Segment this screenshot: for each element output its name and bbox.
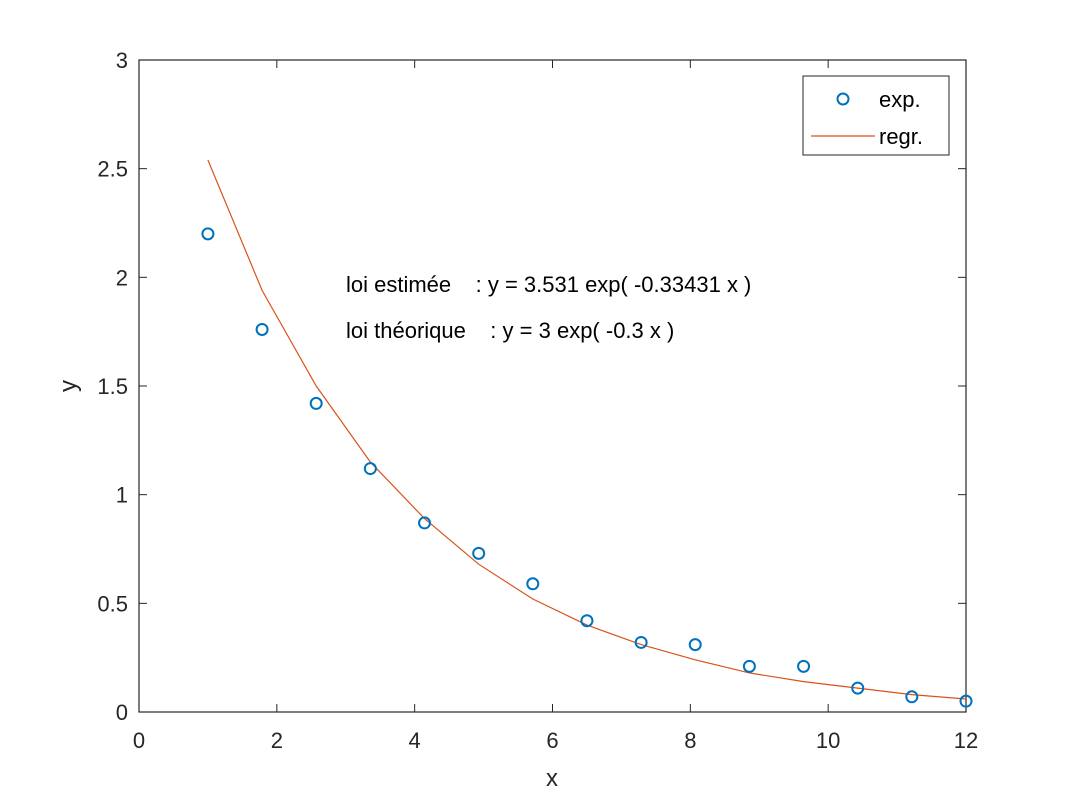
data-point-marker	[688, 638, 702, 652]
y-tick-label: 3	[116, 48, 128, 73]
plot-area: 0 2 4 6 8 10 12 0 0.5 1 1.5 2 2.5 3	[97, 48, 978, 753]
y-tick-label: 1	[116, 483, 128, 508]
x-tick-label: 4	[409, 728, 421, 753]
data-point-marker	[255, 322, 269, 336]
data-point-marker	[472, 546, 486, 560]
annotation-theoretical-law: loi théorique : y = 3 exp( -0.3 x )	[346, 318, 674, 343]
y-tick-label: 0.5	[97, 591, 128, 616]
x-tick-label: 8	[684, 728, 696, 753]
x-tick-label: 12	[954, 728, 978, 753]
data-point-marker	[634, 635, 648, 649]
y-tick-label: 2	[116, 265, 128, 290]
y-tick-label: 1.5	[97, 374, 128, 399]
legend-label-exp: exp.	[879, 87, 921, 112]
data-point-marker	[742, 659, 756, 673]
x-tick-labels: 0 2 4 6 8 10 12	[133, 728, 978, 753]
legend: exp. regr.	[802, 75, 950, 156]
legend-box	[802, 75, 950, 156]
data-point-marker	[526, 577, 540, 591]
regression-line	[207, 159, 967, 700]
legend-circle-marker-icon	[836, 92, 850, 106]
data-point-marker	[797, 659, 811, 673]
y-axis-label: y	[55, 380, 82, 392]
y-tick-labels: 0 0.5 1 1.5 2 2.5 3	[97, 48, 128, 725]
x-tick-label: 0	[133, 728, 145, 753]
data-point-marker	[580, 614, 594, 628]
data-point-marker	[905, 690, 919, 704]
y-tick-label: 0	[116, 700, 128, 725]
data-point-marker	[959, 694, 973, 708]
data-point-marker	[201, 227, 215, 241]
x-tick-label: 6	[546, 728, 558, 753]
x-axis-label: x	[546, 765, 558, 792]
x-tick-label: 2	[271, 728, 283, 753]
data-point-marker	[363, 462, 377, 476]
x-tick-label: 10	[816, 728, 840, 753]
experimental-markers	[201, 227, 973, 708]
y-tick-label: 2.5	[97, 157, 128, 182]
axes-box	[138, 59, 967, 713]
axis-ticks	[138, 59, 967, 713]
annotation-estimated-law: loi estimée : y = 3.531 exp( -0.33431 x …	[346, 272, 751, 297]
data-point-marker	[418, 516, 432, 530]
data-point-marker	[309, 396, 323, 410]
data-point-marker	[851, 681, 865, 695]
legend-label-regr: regr.	[879, 124, 923, 149]
